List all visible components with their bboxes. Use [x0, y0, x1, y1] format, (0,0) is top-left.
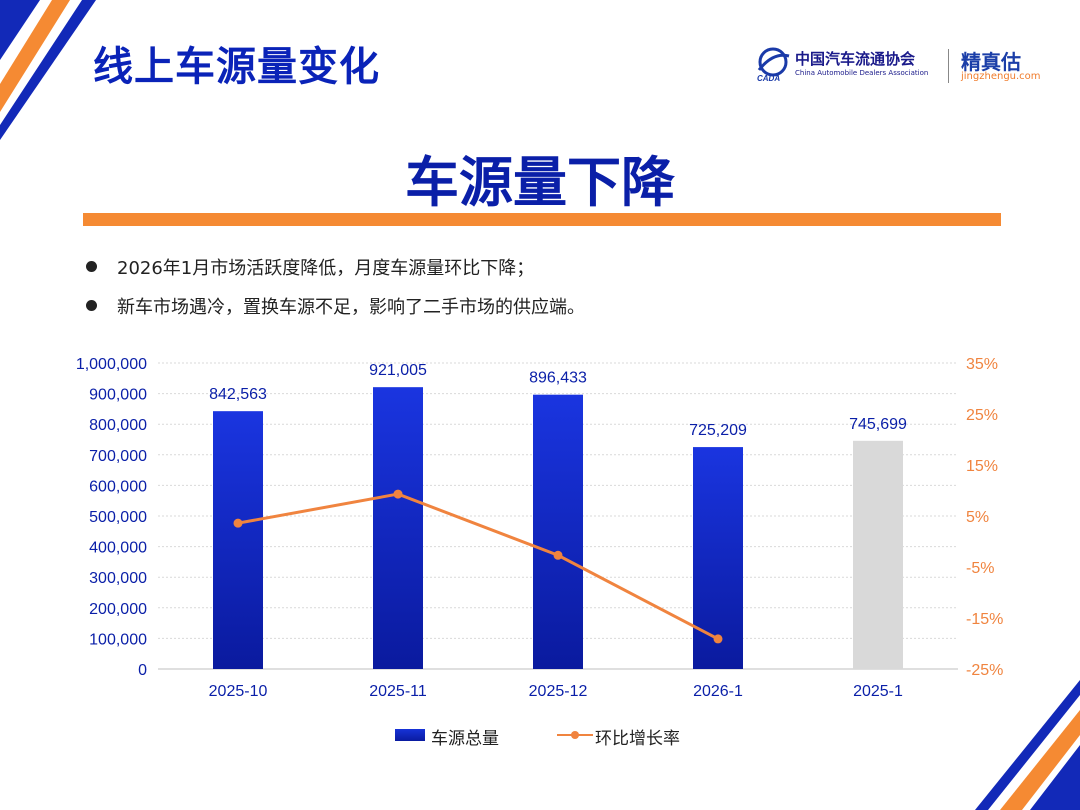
line-point — [553, 550, 563, 560]
y-right-tick-label: -25% — [966, 662, 1003, 679]
bar — [533, 394, 583, 669]
x-tick-label: 2025-11 — [369, 683, 427, 700]
bar-value-label: 921,005 — [369, 362, 427, 379]
line-point — [233, 518, 243, 528]
y-right-tick-label: 35% — [966, 356, 998, 373]
y-right-tick-label: 5% — [966, 509, 989, 526]
corner-stripes-bottom-right — [975, 680, 1080, 810]
y-right-tick-label: 15% — [966, 458, 998, 475]
header-logos: CADA 中国汽车流通协会 China Automobile Dealers A… — [755, 44, 1045, 90]
bar-value-label: 842,563 — [209, 386, 267, 403]
x-tick-label: 2026-1 — [693, 683, 743, 700]
bar — [693, 447, 743, 669]
legend-item-bar: 车源总量 — [395, 724, 515, 749]
y-left-tick-label: 500,000 — [89, 509, 147, 526]
line-point — [393, 489, 403, 499]
legend-item-line: 环比增长率 — [557, 724, 697, 749]
headline-underline — [83, 213, 1001, 226]
bar-value-label: 896,433 — [529, 370, 587, 387]
line-series — [237, 492, 719, 641]
y-left-tick-label: 200,000 — [89, 601, 147, 618]
bar — [213, 411, 263, 669]
logo-divider — [948, 49, 949, 83]
bullet-dot-icon — [86, 300, 97, 311]
x-tick-label: 2025-1 — [853, 683, 903, 700]
brand-name: 精真估 — [961, 50, 1021, 74]
y-left-tick-label: 100,000 — [89, 631, 147, 648]
x-tick-label: 2025-10 — [209, 683, 268, 700]
cada-mark-text: CADA — [757, 74, 780, 82]
y-right-tick-label: -5% — [966, 560, 994, 577]
y-right-tick-label: -15% — [966, 611, 1003, 628]
bar-value-label: 725,209 — [689, 422, 747, 439]
y-left-tick-label: 300,000 — [89, 570, 147, 587]
page-title: 线上车源量变化 — [93, 44, 380, 90]
corner-stripes-top-left — [0, 0, 96, 140]
line-point — [713, 634, 723, 644]
bullet-dot-icon — [86, 261, 97, 272]
bar — [853, 440, 903, 669]
y-left-tick-label: 1,000,000 — [76, 356, 147, 373]
y-left-tick-label: 600,000 — [89, 478, 147, 495]
y-right-tick-label: 25% — [966, 407, 998, 424]
cada-name-en: China Automobile Dealers Association — [795, 69, 929, 77]
y-left-tick-label: 700,000 — [89, 448, 147, 465]
legend-label: 车源总量 — [431, 729, 499, 749]
legend-label: 环比增长率 — [595, 729, 680, 749]
bullet-text: 新车市场遇冷，置换车源不足，影响了二手市场的供应端。 — [117, 297, 585, 318]
headline: 车源量下降 — [405, 151, 675, 214]
cada-logo-icon: CADA — [757, 47, 790, 82]
legend-bar-swatch — [395, 729, 425, 741]
y-left-tick-label: 800,000 — [89, 417, 147, 434]
cada-name-cn: 中国汽车流通协会 — [795, 50, 916, 68]
y-left-tick-label: 0 — [138, 662, 147, 679]
legend-marker-icon — [571, 731, 579, 739]
y-left-tick-label: 900,000 — [89, 387, 147, 404]
x-tick-label: 2025-12 — [529, 683, 588, 700]
bar — [373, 387, 423, 669]
y-left-tick-label: 400,000 — [89, 540, 147, 557]
brand-url: jingzhengu.com — [961, 71, 1041, 82]
bullet-text: 2026年1月市场活跃度降低，月度车源量环比下降； — [117, 258, 535, 279]
bar-value-label: 745,699 — [849, 416, 907, 433]
